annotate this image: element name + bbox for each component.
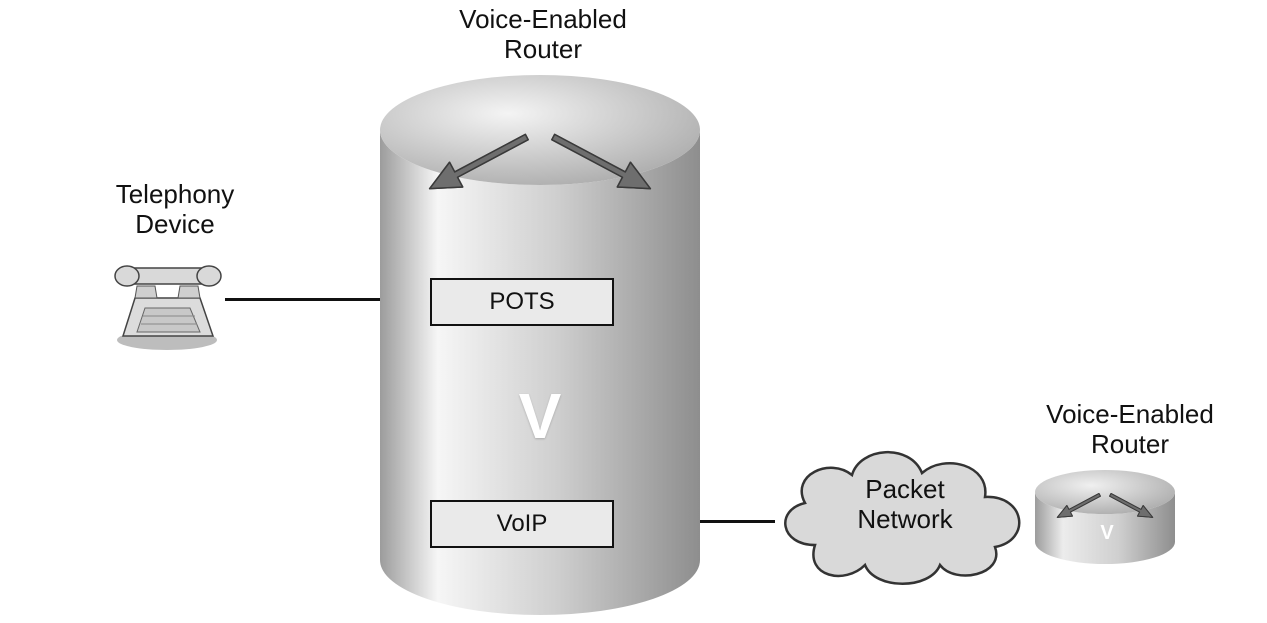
- small-router-label: Voice-Enabled Router: [1015, 400, 1245, 460]
- pots-box: POTS: [430, 278, 614, 326]
- telephony-device-label: Telephony Device: [85, 180, 265, 240]
- main-router-v-label: V: [500, 380, 580, 454]
- main-router-label: Voice-Enabled Router: [413, 5, 673, 65]
- packet-network-label: Packet Network: [820, 475, 990, 535]
- pots-box-label: POTS: [489, 288, 554, 316]
- small-router-v-label: V: [1095, 522, 1119, 545]
- voip-box: VoIP: [430, 500, 614, 548]
- voip-box-label: VoIP: [497, 510, 548, 538]
- diagram-stage: V POTS VoIP: [0, 0, 1267, 623]
- telephony-device-icon: [105, 258, 230, 358]
